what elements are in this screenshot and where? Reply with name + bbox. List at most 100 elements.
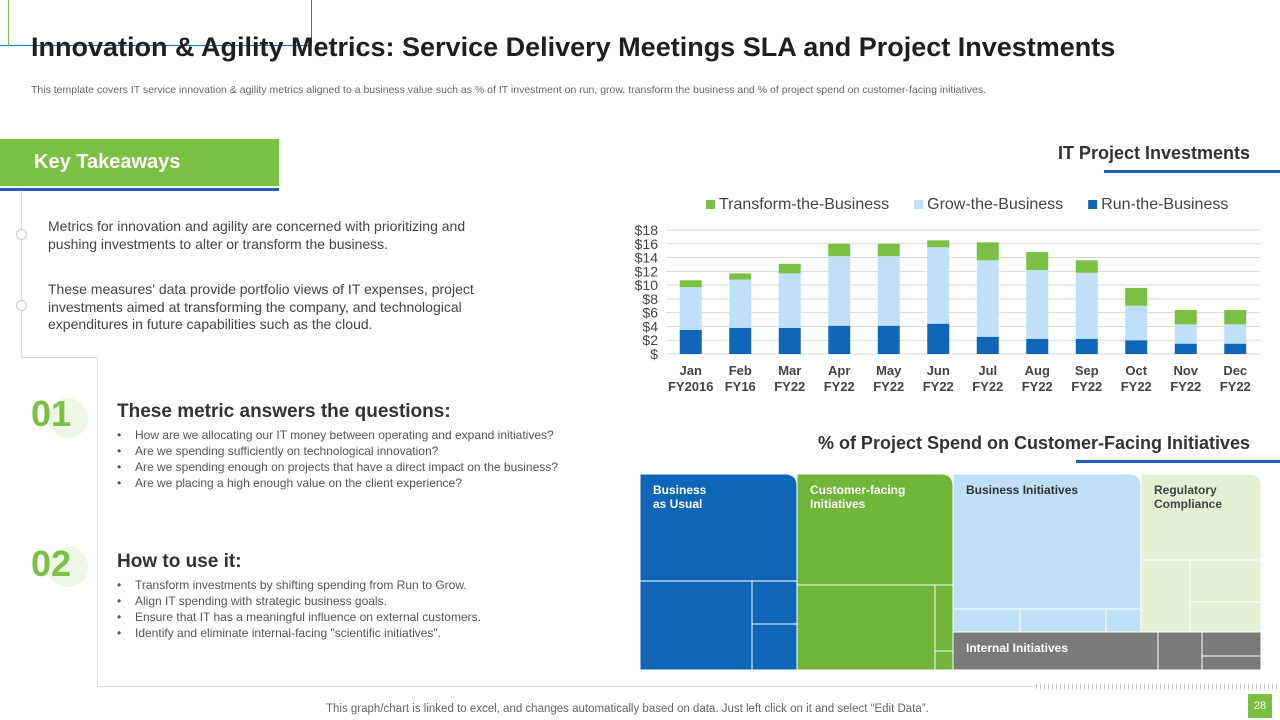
bar-segment	[1174, 324, 1197, 344]
y-tick-label: $16	[635, 236, 659, 252]
treemap-block	[952, 631, 1261, 670]
bar-segment	[1174, 309, 1197, 325]
bar-segment	[877, 243, 900, 257]
page-number: 28	[1248, 694, 1272, 718]
key-takeaways-underline	[0, 188, 279, 191]
legend-swatch	[706, 200, 715, 209]
y-tick-label: $10	[635, 277, 659, 293]
bar-segment	[1125, 305, 1148, 341]
y-tick-label: $14	[635, 250, 659, 266]
y-tick-label: $4	[642, 318, 658, 334]
bar-segment	[679, 329, 702, 354]
list-item: Are we spending sufficiently on technolo…	[117, 443, 558, 459]
x-tick-label: FY2016	[668, 379, 714, 394]
number-circle	[48, 398, 88, 438]
bar-segment	[877, 256, 900, 326]
page-title: Innovation & Agility Metrics: Service De…	[31, 32, 1116, 62]
x-tick-label: FY22	[923, 379, 954, 394]
bar-segment	[976, 260, 999, 337]
timeline-line	[21, 191, 22, 357]
x-tick-label: Nov	[1173, 363, 1198, 378]
footer-note: This graph/chart is linked to excel, and…	[326, 703, 929, 715]
timeline-dot	[16, 229, 27, 240]
it-project-investments-chart: Transform-the-Business Grow-the-Business R…	[635, 196, 1260, 394]
section-number-02: 02	[31, 543, 72, 584]
y-tick-label: $18	[635, 222, 659, 238]
bar-segment	[828, 256, 851, 326]
bar-segment	[1174, 343, 1197, 354]
list-item: Are we spending enough on projects that …	[117, 459, 558, 475]
legend-label: Run-the-Business	[1101, 196, 1228, 213]
x-tick-label: FY22	[873, 379, 904, 394]
takeaway-paragraph-1: Metrics for innovation and agility are c…	[48, 218, 466, 252]
timeline-line	[97, 686, 1037, 687]
bar-segment	[729, 273, 752, 280]
list-item: Align IT spending with strategic busines…	[117, 593, 481, 609]
corner-frame	[0, 0, 312, 46]
section2-heading: How to use it:	[117, 551, 242, 572]
x-tick-label: FY22	[824, 379, 855, 394]
section1-heading: These metric answers the questions:	[117, 401, 451, 422]
bar-segment	[1075, 272, 1098, 339]
bar-chart-title: IT Project Investments	[1057, 143, 1250, 163]
bar-segment	[778, 327, 801, 354]
x-tick-label: FY22	[1170, 379, 1201, 394]
x-tick-label: FY22	[972, 379, 1003, 394]
number-circle	[48, 547, 88, 587]
x-tick-label: Jul	[978, 363, 997, 378]
bar-segment	[976, 242, 999, 261]
x-tick-label: Sep	[1075, 363, 1099, 378]
bar-segment	[1125, 287, 1148, 306]
x-tick-label: Jan	[680, 363, 702, 378]
bar-segment	[679, 280, 702, 288]
section2-list: Transform investments by shifting spendi…	[117, 577, 481, 641]
treemap-label: Initiatives	[810, 497, 866, 511]
x-tick-label: Aug	[1025, 363, 1050, 378]
x-tick-label: FY22	[774, 379, 805, 394]
key-takeaways-banner: Key Takeaways	[0, 139, 279, 186]
takeaway-paragraph-2: These measures' data provide portfolio v…	[48, 281, 474, 332]
bar-segment	[1224, 324, 1247, 344]
treemap-label: Compliance	[1154, 497, 1222, 511]
timeline-line	[21, 357, 97, 358]
legend-label: Transform-the-Business	[719, 196, 889, 213]
bar-segment	[1075, 260, 1098, 273]
section-number-01: 01	[31, 393, 72, 434]
bar-segment	[1026, 269, 1049, 339]
treemap-label: Regulatory	[1154, 483, 1217, 497]
treemap-label: as Usual	[653, 497, 702, 511]
bar-segment	[1224, 309, 1247, 325]
timeline-line	[97, 357, 98, 687]
x-tick-label: Mar	[778, 363, 801, 378]
list-item: Ensure that IT has a meaningful influenc…	[117, 609, 481, 625]
x-tick-label: Dec	[1223, 363, 1247, 378]
treemap-title-rule	[1076, 460, 1280, 463]
x-tick-label: FY22	[1071, 379, 1102, 394]
bar-segment	[1026, 338, 1049, 354]
bar-segment	[778, 273, 801, 328]
y-tick-label: $2	[642, 332, 658, 348]
bar-segment	[1125, 340, 1148, 354]
bar-segment	[828, 325, 851, 354]
x-tick-label: Jun	[927, 363, 950, 378]
x-tick-label: FY16	[725, 379, 756, 394]
page-subtitle: This template covers IT service innovati…	[31, 84, 986, 96]
x-tick-label: FY22	[1121, 379, 1152, 394]
timeline-dot	[16, 300, 27, 311]
x-tick-label: FY22	[1022, 379, 1053, 394]
treemap-label: Customer-facing	[810, 483, 905, 497]
bar-segment	[679, 287, 702, 330]
treemap-label: Business	[653, 483, 707, 497]
bar-segment	[729, 327, 752, 354]
decorative-strip	[1036, 684, 1280, 689]
y-tick-label: $6	[642, 305, 658, 321]
x-tick-label: Feb	[729, 363, 752, 378]
list-item: Transform investments by shifting spendi…	[117, 577, 481, 593]
treemap-label: Business Initiatives	[966, 483, 1078, 497]
y-tick-label: $12	[635, 263, 659, 279]
y-tick-label: $8	[642, 291, 658, 307]
bar-segment	[976, 336, 999, 354]
bar-segment	[927, 323, 950, 354]
legend-swatch	[1088, 200, 1098, 209]
